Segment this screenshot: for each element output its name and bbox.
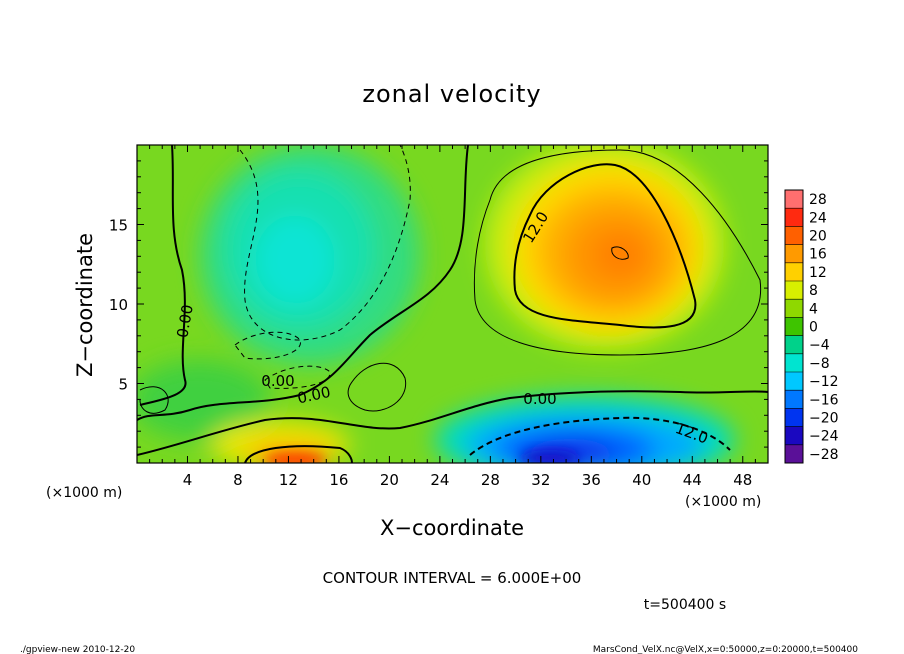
colorbar-label: 12 xyxy=(809,265,827,281)
y-axis-label: Z−coordinate xyxy=(73,233,97,377)
colorbar-label: −4 xyxy=(809,338,830,354)
colorbar-swatch xyxy=(785,226,803,246)
colorbar-swatch xyxy=(785,299,803,318)
footer-left: ./gpview-new 2010-12-20 xyxy=(20,645,135,654)
x-tick-label: 12 xyxy=(279,471,298,489)
y-tick-label: 15 xyxy=(109,217,128,235)
colorbar-label: 0 xyxy=(809,320,818,336)
colorbar-label: −8 xyxy=(809,356,830,372)
colorbar-label: −20 xyxy=(809,411,839,427)
x-tick-label: 44 xyxy=(683,471,702,489)
x-tick-label: 32 xyxy=(531,471,550,489)
colorbar-swatch xyxy=(785,444,803,464)
x-tick-label: 8 xyxy=(233,471,243,489)
colorbar-swatch xyxy=(785,262,803,282)
x-tick-label: 16 xyxy=(329,471,348,489)
colorbar-swatch xyxy=(785,335,803,355)
colorbar-swatch xyxy=(785,190,803,209)
x-tick-label: 20 xyxy=(380,471,399,489)
contour-lines xyxy=(137,145,768,463)
colorbar-label: 24 xyxy=(809,210,827,226)
contour-label: 0.00 xyxy=(261,372,294,390)
colorbar-label: 20 xyxy=(809,229,827,245)
contour-label: 0.00 xyxy=(173,303,197,339)
colorbar-label: −24 xyxy=(809,429,839,445)
x-tick-label: 40 xyxy=(632,471,651,489)
x-tick-label: 28 xyxy=(481,471,500,489)
x-axis: 4 8 12 16 20 24 28 32 36 40 44 48 xyxy=(149,145,756,489)
colorbar-label: −16 xyxy=(809,392,839,408)
colorbar-swatch xyxy=(785,353,803,373)
colorbar-label: 8 xyxy=(809,283,818,299)
contour-label: 0.00 xyxy=(523,390,556,408)
y-tick-label: 5 xyxy=(118,376,128,394)
colorbar: 28 24 20 16 12 8 4 0 −4 −8 −12 −16 −20 −24 −28 xyxy=(784,189,839,464)
colorbar-swatch xyxy=(785,390,803,409)
colorbar-label: 28 xyxy=(809,192,827,208)
heatmap-field xyxy=(137,145,768,463)
footer-right: MarsCond_VelX.nc@VelX,x=0:50000,z=0:2000… xyxy=(593,645,858,654)
colorbar-label: −12 xyxy=(809,374,839,390)
colorbar-swatch xyxy=(785,317,803,337)
contour-interval: CONTOUR INTERVAL = 6.000E+00 xyxy=(323,569,582,587)
colorbar-label: 4 xyxy=(809,301,818,317)
colorbar-swatch xyxy=(785,372,803,391)
x-unit-right: (×1000 m) xyxy=(685,494,761,510)
x-axis-label: X−coordinate xyxy=(380,516,524,540)
chart-title: zonal velocity xyxy=(362,80,541,108)
time-stamp: t=500400 s xyxy=(644,597,726,613)
x-tick-label: 48 xyxy=(733,471,752,489)
colorbar-swatch xyxy=(785,208,803,227)
y-tick-label: 10 xyxy=(109,296,128,314)
colorbar-swatch xyxy=(785,426,803,446)
x-tick-label: 4 xyxy=(183,471,193,489)
colorbar-swatch xyxy=(785,281,803,300)
colorbar-swatch xyxy=(785,408,803,428)
colorbar-label: −28 xyxy=(809,447,839,463)
x-unit-left: (×1000 m) xyxy=(46,485,122,501)
x-tick-label: 24 xyxy=(430,471,449,489)
colorbar-label: 16 xyxy=(809,247,827,263)
x-tick-label: 36 xyxy=(582,471,601,489)
y-axis: 5 10 15 xyxy=(109,160,768,448)
colorbar-swatch xyxy=(785,244,803,264)
